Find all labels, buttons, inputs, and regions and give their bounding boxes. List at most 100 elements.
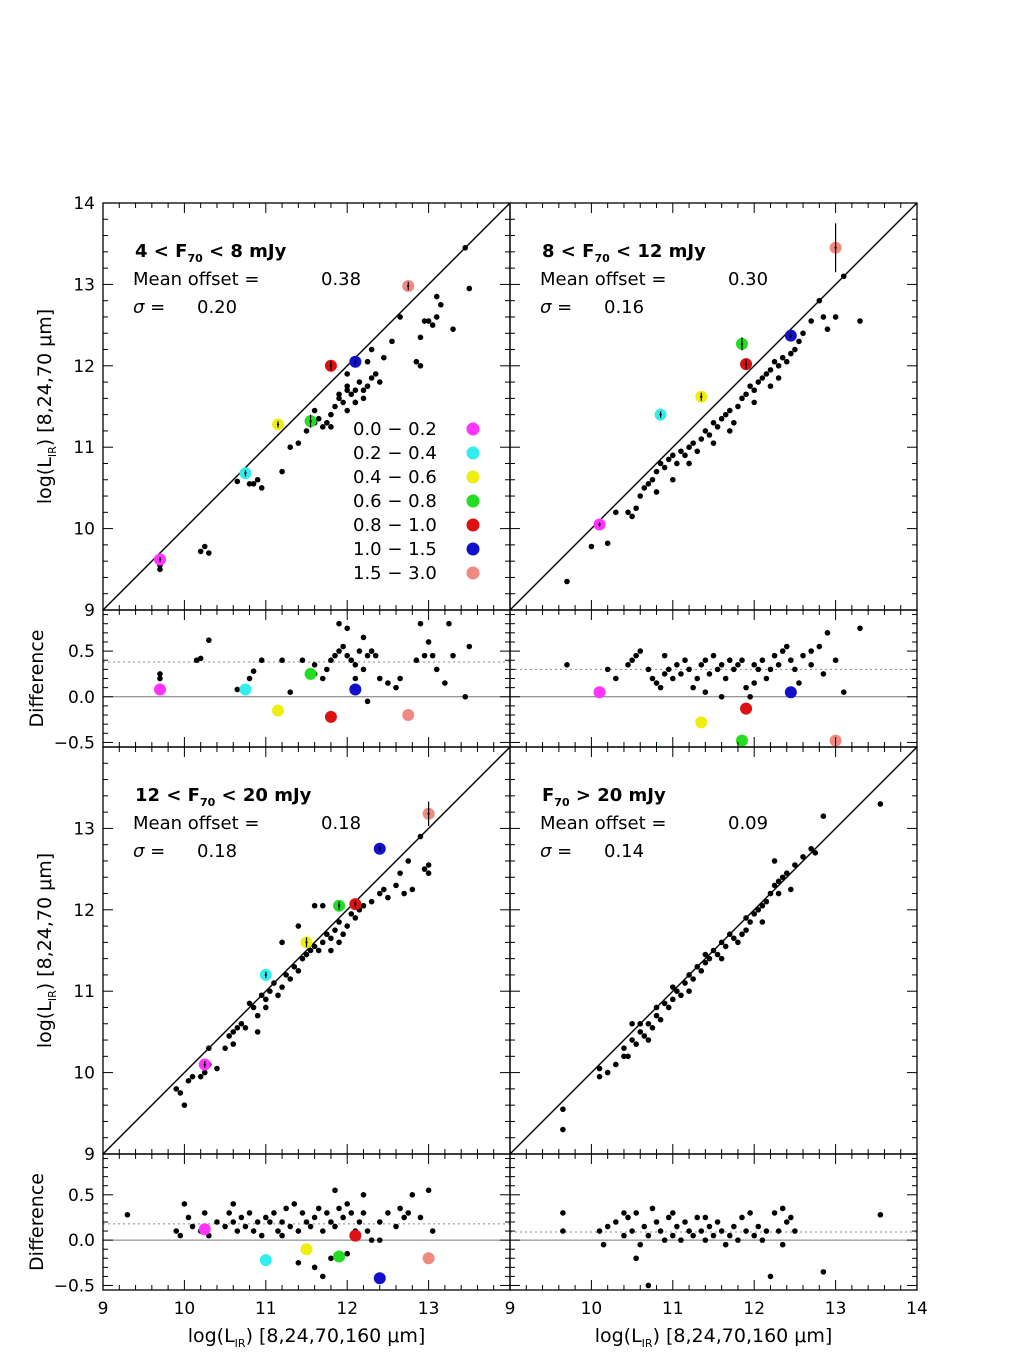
data-point xyxy=(779,354,786,361)
data-point xyxy=(462,244,469,251)
data-point xyxy=(714,951,721,958)
legend-swatch xyxy=(466,494,480,508)
data-point xyxy=(665,456,672,463)
data-point xyxy=(352,399,359,406)
data-point xyxy=(751,387,757,394)
data-point xyxy=(674,1223,680,1230)
data-point xyxy=(755,1223,762,1230)
data-point xyxy=(263,1004,269,1011)
data-point xyxy=(324,1210,330,1216)
plot-area-d2 xyxy=(510,625,917,747)
data-point xyxy=(743,927,749,933)
data-point xyxy=(779,1205,786,1212)
data-point xyxy=(425,862,432,868)
data-point xyxy=(393,882,399,889)
data-point xyxy=(336,648,342,654)
data-point xyxy=(344,1250,351,1257)
data-point xyxy=(670,1210,676,1216)
data-point xyxy=(324,419,330,426)
data-point xyxy=(421,652,428,659)
data-point xyxy=(686,1228,692,1234)
data-point xyxy=(783,870,790,876)
data-point xyxy=(364,698,371,705)
data-point xyxy=(877,1211,884,1218)
data-point xyxy=(368,375,375,381)
data-point xyxy=(767,367,774,373)
data-point xyxy=(429,1228,436,1234)
point-center xyxy=(407,284,410,288)
data-point xyxy=(674,662,680,668)
data-point xyxy=(645,1037,652,1043)
data-point xyxy=(303,951,310,958)
data-point xyxy=(783,358,790,365)
data-point xyxy=(726,657,733,664)
data-point xyxy=(755,666,762,673)
data-point xyxy=(633,1255,639,1262)
data-point xyxy=(348,657,355,664)
data-point xyxy=(751,911,757,917)
y-tick-label: 14 xyxy=(73,194,95,214)
data-point xyxy=(686,666,692,673)
data-point xyxy=(751,680,757,686)
data-point xyxy=(421,318,428,324)
data-point xyxy=(718,662,725,668)
highlight-point xyxy=(422,1252,435,1265)
data-point xyxy=(295,1228,302,1234)
panel-d2 xyxy=(509,609,918,748)
data-point xyxy=(657,1228,664,1234)
data-point xyxy=(328,947,334,954)
sigma-text: σ = 0.20 xyxy=(133,297,237,318)
panel-d4: 9 10 11 12 13 14 log(LIR​) [8,24,70,160 μm] xyxy=(505,1153,928,1350)
plot-area-d1 xyxy=(103,620,510,723)
x-axis-label: log(LIR​) [8,24,70,160 μm] xyxy=(188,1325,426,1350)
data-point xyxy=(661,1237,668,1243)
data-point xyxy=(242,1025,249,1031)
data-point xyxy=(299,657,306,664)
data-point xyxy=(303,1219,310,1225)
data-point xyxy=(173,1228,180,1234)
data-point xyxy=(413,657,420,664)
data-point xyxy=(201,1210,208,1216)
data-point xyxy=(661,1000,668,1007)
highlight-point xyxy=(735,734,748,747)
plot-area-d3 xyxy=(103,1187,510,1285)
data-point xyxy=(686,988,692,994)
data-point xyxy=(157,675,163,682)
data-point xyxy=(372,371,379,377)
data-point xyxy=(665,1214,672,1221)
data-point xyxy=(222,1045,228,1051)
legend-label: 1.0 − 1.5 xyxy=(353,539,437,560)
data-point xyxy=(767,666,774,673)
data-point xyxy=(234,478,241,485)
data-point xyxy=(596,1073,603,1080)
data-point xyxy=(466,643,473,650)
data-point xyxy=(214,1065,220,1072)
data-point xyxy=(755,907,762,913)
point-center xyxy=(309,419,312,423)
data-point xyxy=(796,680,802,686)
x-tick-label: 13 xyxy=(418,1299,440,1319)
data-point xyxy=(751,1232,757,1239)
data-point xyxy=(258,657,265,664)
data-point xyxy=(258,485,265,491)
data-point xyxy=(645,1232,652,1239)
data-point xyxy=(397,675,403,682)
data-point xyxy=(258,1232,265,1239)
data-point xyxy=(246,675,253,682)
panel-p4: F70​ > 20 mJy Mean offset =0.09 σ =0.14 xyxy=(509,746,918,1155)
data-point xyxy=(462,693,469,700)
data-point xyxy=(189,1073,196,1080)
data-point xyxy=(181,1201,188,1207)
data-point xyxy=(356,379,363,385)
data-point xyxy=(376,675,383,682)
data-point xyxy=(185,1077,192,1084)
highlight-point xyxy=(784,686,797,699)
data-point xyxy=(214,1219,220,1225)
data-point xyxy=(433,293,440,300)
data-point xyxy=(279,939,285,946)
data-point xyxy=(368,898,375,905)
data-point xyxy=(332,927,338,933)
data-point xyxy=(397,870,403,876)
data-point xyxy=(279,1219,285,1225)
y-axis-label: log(LIR​) [8,24,70 μm] xyxy=(34,309,59,504)
